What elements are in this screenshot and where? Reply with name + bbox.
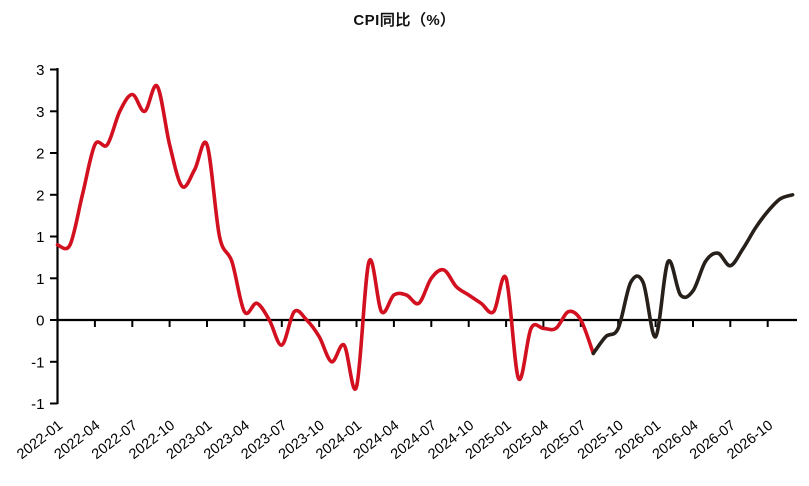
y-tick-label: 0	[36, 313, 44, 330]
y-tick-label: 3	[36, 62, 44, 79]
x-axis: 2022-012022-042022-072022-102023-012023-…	[14, 318, 797, 463]
series-forecast	[591, 193, 795, 356]
y-tick-label: -1	[31, 354, 44, 371]
y-tick-label: 1	[36, 229, 44, 246]
chart-title: CPI同比（%）	[353, 12, 456, 29]
y-tick-label: -1	[31, 396, 44, 413]
y-axis: 3 3 2 2 1 1 0 -1 -1	[31, 62, 59, 413]
y-tick-label: 1	[36, 271, 44, 288]
y-tick-label: 2	[36, 187, 44, 204]
y-tick-label: 3	[36, 104, 44, 121]
y-tick-label: 2	[36, 146, 44, 163]
series-historical	[55, 83, 596, 391]
